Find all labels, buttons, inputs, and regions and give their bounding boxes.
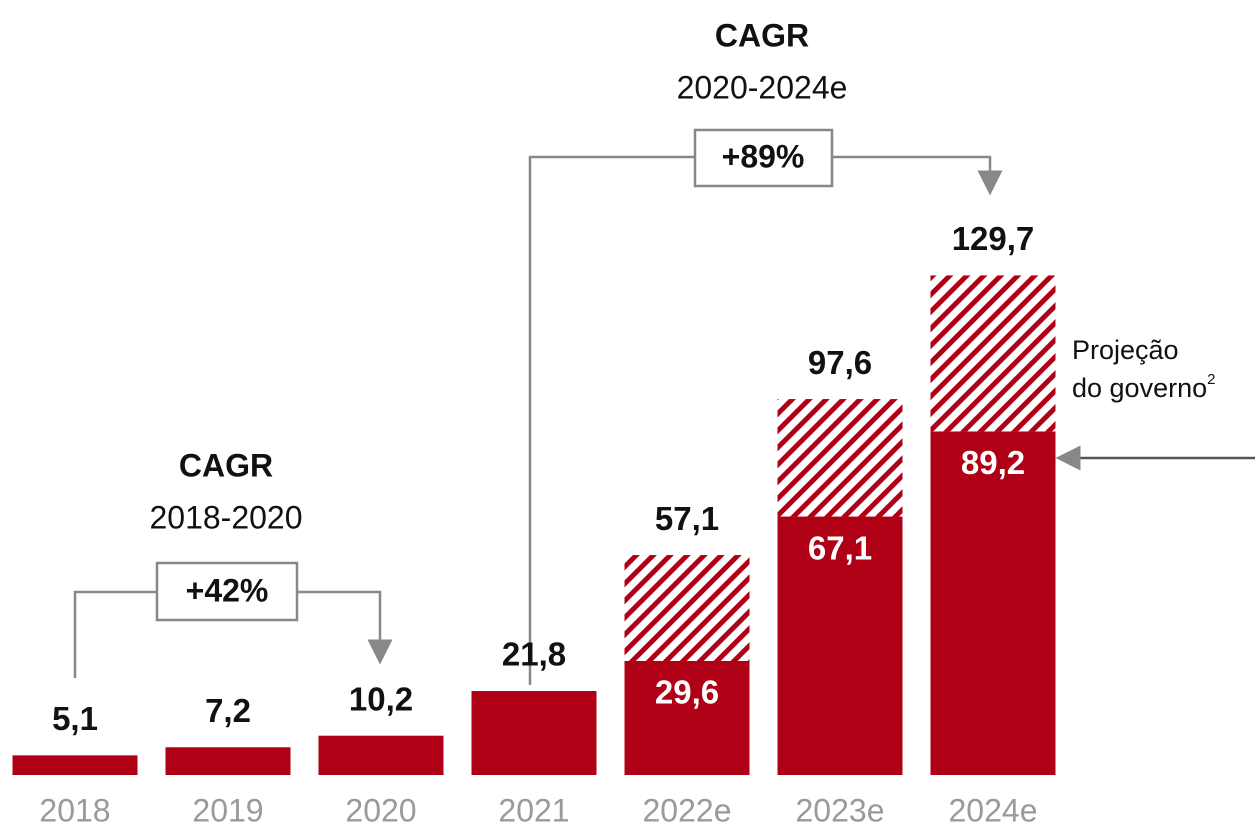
bar-segment: [930, 431, 1056, 775]
cagr-title: CAGR: [179, 447, 273, 483]
x-tick-label: 2018: [39, 792, 110, 828]
bar-segment: [777, 399, 903, 517]
total-label: 129,7: [952, 220, 1035, 257]
x-tick-label: 2022e: [643, 792, 732, 828]
cagr-period: 2020-2024e: [677, 69, 848, 105]
bar-segment: [471, 691, 597, 775]
cagr-value: +42%: [186, 572, 269, 608]
x-tick-label: 2024e: [949, 792, 1038, 828]
cagr-box: [155, 561, 299, 622]
bracket: [73, 590, 380, 678]
projection-note: Projeção: [1072, 335, 1179, 365]
total-label: 57,1: [655, 500, 719, 537]
x-tick-label: 2021: [498, 792, 569, 828]
bar-segment: [624, 660, 750, 775]
bar-segment: [12, 755, 138, 775]
projection-note: do governo: [1072, 373, 1207, 403]
total-label: 97,6: [808, 344, 872, 381]
cagr-title: CAGR: [715, 17, 809, 53]
cagr-period: 2018-2020: [149, 499, 302, 535]
total-label: 10,2: [349, 680, 413, 717]
footnote-marker: 2: [1207, 371, 1215, 388]
total-label: 5,1: [52, 700, 98, 737]
projection-note: do governo2: [1072, 371, 1215, 403]
bar-segment: [165, 747, 291, 775]
x-tick-label: 2019: [192, 792, 263, 828]
bracket: [528, 155, 990, 685]
total-label: 7,2: [205, 692, 251, 729]
total-label: 21,8: [502, 636, 566, 673]
x-tick-label: 2020: [345, 792, 416, 828]
bar-segment: [930, 275, 1056, 432]
x-tick-label: 2023e: [796, 792, 885, 828]
segment-label: 67,1: [808, 529, 872, 566]
bar-segment: [318, 735, 444, 775]
bar-segment: [624, 555, 750, 661]
segment-label: 89,2: [961, 444, 1025, 481]
cagr-box: [693, 128, 834, 188]
cagr-value: +89%: [722, 138, 805, 174]
bar-segment: [777, 516, 903, 775]
segment-label: 29,6: [655, 674, 719, 711]
